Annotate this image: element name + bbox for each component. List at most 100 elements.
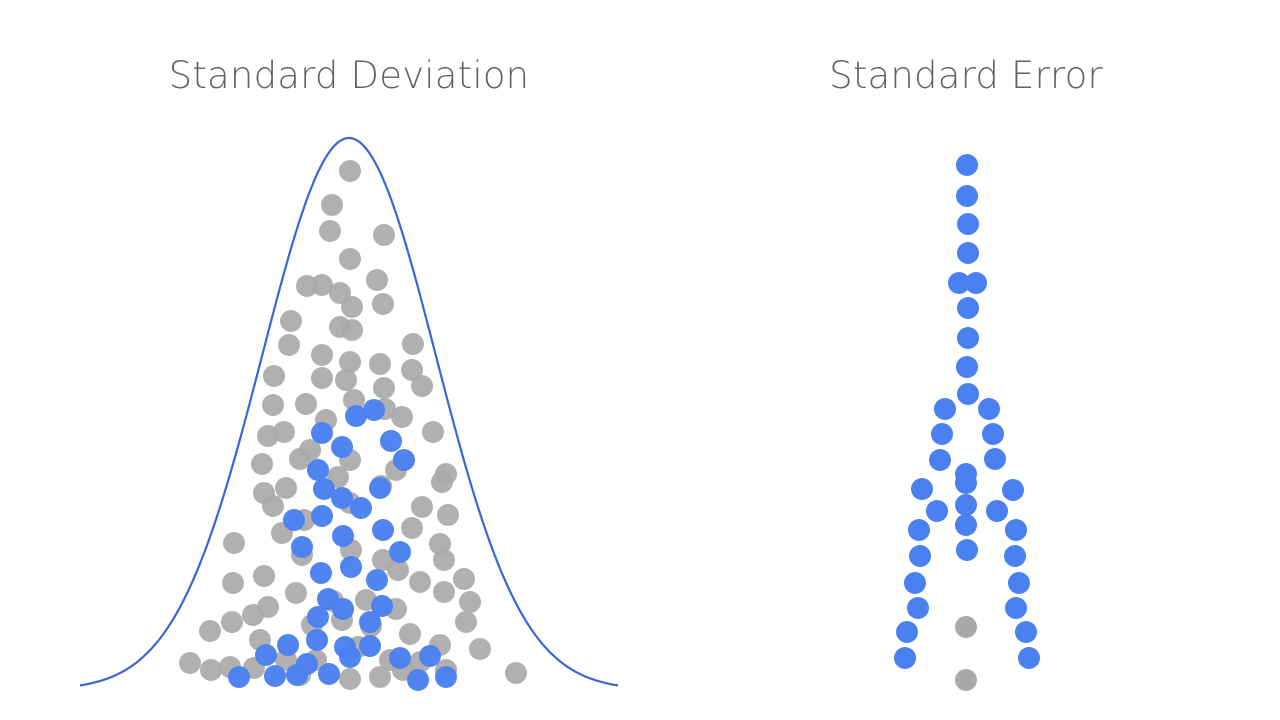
- gray-sample-dot: [242, 604, 264, 626]
- gray-sample-dot: [411, 496, 433, 518]
- gray-sample-dot: [311, 274, 333, 296]
- gray-sample-dot: [391, 406, 413, 428]
- blue-sample-dot: [313, 478, 335, 500]
- gray-sample-dot: [455, 611, 477, 633]
- blue-mean-dot: [931, 423, 953, 445]
- gray-sample-dot: [319, 220, 341, 242]
- gray-sample-dot: [273, 421, 295, 443]
- blue-sample-dot: [318, 663, 340, 685]
- blue-mean-dot: [956, 539, 978, 561]
- blue-mean-dot: [1002, 479, 1024, 501]
- blue-mean-dot: [955, 494, 977, 516]
- gray-sample-dot: [422, 421, 444, 443]
- blue-sample-dot: [264, 665, 286, 687]
- blue-mean-dot: [957, 297, 979, 319]
- blue-mean-dot: [929, 449, 951, 471]
- blue-sample-dot: [306, 629, 328, 651]
- blue-mean-dot: [1005, 597, 1027, 619]
- blue-mean-dot: [984, 448, 1006, 470]
- blue-sample-dot: [389, 647, 411, 669]
- blue-mean-dot: [957, 327, 979, 349]
- blue-sample-dot: [283, 509, 305, 531]
- blue-sample-dot: [340, 556, 362, 578]
- blue-mean-dot: [982, 423, 1004, 445]
- blue-sample-dot: [393, 449, 415, 471]
- blue-sample-dot: [277, 634, 299, 656]
- blue-mean-dot: [926, 500, 948, 522]
- gray-sample-dot: [372, 293, 394, 315]
- blue-sample-dot: [339, 646, 361, 668]
- gray-sample-dot: [453, 568, 475, 590]
- gray-sample-dot: [280, 310, 302, 332]
- gray-sample-dot: [401, 359, 423, 381]
- blue-sample-dot: [331, 487, 353, 509]
- blue-sample-dot: [332, 525, 354, 547]
- gray-sample-dot: [278, 334, 300, 356]
- gray-sample-dot: [179, 652, 201, 674]
- blue-sample-dot: [332, 598, 354, 620]
- blue-sample-dot: [255, 644, 277, 666]
- gray-sample-dot: [263, 365, 285, 387]
- gray-sample-dot: [409, 571, 431, 593]
- blue-mean-dot: [956, 154, 978, 176]
- gray-mean-dot: [955, 616, 977, 638]
- blue-mean-dot: [978, 398, 1000, 420]
- gray-sample-dot: [341, 319, 363, 341]
- gray-sample-dot: [311, 344, 333, 366]
- blue-sample-dot: [369, 477, 391, 499]
- blue-sample-dot: [363, 399, 385, 421]
- gray-sample-dot: [339, 160, 361, 182]
- blue-mean-dot: [1005, 519, 1027, 541]
- blue-sample-dot: [331, 436, 353, 458]
- blue-sample-dot: [311, 505, 333, 527]
- gray-sample-dot: [251, 453, 273, 475]
- gray-sample-dot: [505, 662, 527, 684]
- gray-sample-dot: [401, 517, 423, 539]
- blue-sample-dot: [366, 569, 388, 591]
- blue-sample-dot: [350, 497, 372, 519]
- gray-sample-dot: [366, 269, 388, 291]
- blue-sample-dot: [228, 666, 250, 688]
- blue-mean-dot: [957, 383, 979, 405]
- gray-sample-dot: [469, 638, 491, 660]
- gray-sample-dot: [199, 620, 221, 642]
- blue-sample-dot: [310, 562, 332, 584]
- blue-sample-dot: [407, 669, 429, 691]
- blue-sample-dot: [291, 536, 313, 558]
- gray-sample-dot: [437, 504, 459, 526]
- blue-sample-dot: [380, 430, 402, 452]
- gray-sample-dot: [459, 591, 481, 613]
- gray-sample-dot: [299, 439, 321, 461]
- blue-mean-dot: [956, 185, 978, 207]
- gray-sample-dot: [431, 471, 453, 493]
- blue-mean-dot: [894, 647, 916, 669]
- gray-mean-dot: [955, 669, 977, 691]
- blue-sample-dot: [311, 422, 333, 444]
- blue-mean-dot: [948, 272, 970, 294]
- blue-sample-dot: [372, 519, 394, 541]
- gray-sample-dot: [295, 393, 317, 415]
- gray-sample-dot: [343, 389, 365, 411]
- blue-mean-dot: [957, 213, 979, 235]
- blue-mean-dot: [934, 398, 956, 420]
- standard-error-title: Standard Error: [829, 54, 1103, 97]
- blue-mean-dot: [909, 545, 931, 567]
- gray-sample-dot: [285, 582, 307, 604]
- standard-deviation-title: Standard Deviation: [168, 54, 530, 97]
- gray-sample-dot: [223, 532, 245, 554]
- gray-sample-dot: [335, 369, 357, 391]
- gray-sample-dot: [433, 581, 455, 603]
- blue-sample-dot: [307, 606, 329, 628]
- blue-mean-dot: [986, 500, 1008, 522]
- gray-sample-dot: [373, 224, 395, 246]
- blue-sample-dot: [371, 595, 393, 617]
- gray-sample-dot: [275, 477, 297, 499]
- blue-sample-dot: [389, 541, 411, 563]
- standard-deviation-dot-cloud: [179, 160, 527, 691]
- blue-mean-dot: [1015, 621, 1037, 643]
- gray-sample-dot: [253, 565, 275, 587]
- gray-sample-dot: [411, 375, 433, 397]
- blue-sample-dot: [307, 459, 329, 481]
- gray-sample-dot: [373, 377, 395, 399]
